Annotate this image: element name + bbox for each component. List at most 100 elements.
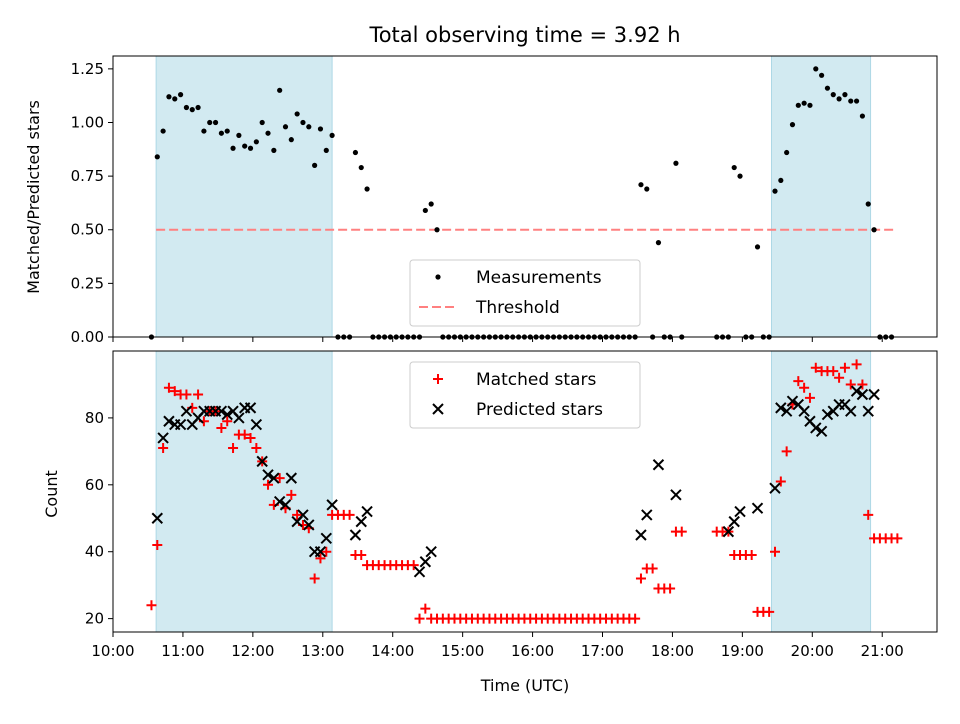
- series-matched-stars: [146, 359, 903, 624]
- data-point: [233, 412, 245, 424]
- data-point: [364, 186, 370, 192]
- data-point: [154, 154, 160, 160]
- data-point: [830, 92, 836, 98]
- data-point: [859, 113, 866, 119]
- data-point: [784, 149, 790, 156]
- bottom-panel: 20 40 60 80 10:00 11:00 12:00 13:00 14:00 15:00 16…: [85, 350, 938, 660]
- data-point: [158, 443, 169, 454]
- data-point: [731, 164, 737, 171]
- data-point: [201, 128, 207, 134]
- data-point: [754, 244, 761, 250]
- data-point: [676, 526, 687, 537]
- data-point: [181, 389, 192, 400]
- data-point: [850, 385, 863, 397]
- x-tick-label: 11:00: [161, 642, 204, 660]
- top-y-axis-label: Matched/Predicted stars: [24, 100, 43, 294]
- data-point: [263, 479, 274, 490]
- data-point: [329, 132, 335, 138]
- data-point: [673, 160, 679, 166]
- data-point: [845, 405, 857, 417]
- data-point: [277, 87, 283, 93]
- data-point: [230, 145, 236, 151]
- data-point: [216, 422, 227, 433]
- data-point: [312, 162, 318, 168]
- data-point: [819, 72, 825, 78]
- axes-frame: [112, 350, 938, 633]
- data-point: [728, 515, 740, 528]
- data-point: [655, 240, 662, 246]
- data-point: [786, 395, 799, 407]
- legend-box: [409, 361, 641, 429]
- data-point: [828, 366, 839, 377]
- chart-title: Total observing time = 3.92 h: [368, 23, 680, 47]
- data-point: [352, 149, 359, 156]
- x-tick-label: 18:00: [651, 642, 694, 660]
- data-point: [813, 66, 819, 72]
- legend: Matched stars Predicted stars: [409, 361, 641, 429]
- data-point: [848, 98, 854, 104]
- data-point: [781, 446, 792, 457]
- data-point: [361, 505, 373, 518]
- x-tick-label: 17:00: [581, 642, 624, 660]
- data-point: [775, 476, 786, 487]
- data-point: [146, 600, 157, 611]
- data-point: [221, 408, 233, 421]
- data-point: [845, 379, 856, 390]
- data-point: [244, 402, 257, 414]
- data-point: [857, 379, 868, 390]
- data-point: [151, 512, 163, 524]
- data-point: [641, 509, 653, 521]
- data-point: [810, 362, 821, 373]
- data-point: [236, 132, 242, 138]
- data-point: [863, 509, 874, 520]
- bottom-y-axis-label: Count: [42, 470, 61, 518]
- data-point: [801, 100, 807, 106]
- data-point: [851, 359, 862, 370]
- x-tick-label: 20:00: [791, 642, 834, 660]
- y-tick-label: 20: [85, 610, 104, 628]
- data-point: [321, 546, 332, 557]
- data-point: [842, 92, 848, 98]
- data-point: [635, 573, 646, 584]
- data-point: [780, 405, 793, 417]
- data-point: [309, 573, 320, 584]
- data-point: [836, 96, 842, 102]
- data-point: [152, 540, 163, 551]
- legend: Measurements Threshold: [409, 259, 641, 327]
- data-point: [265, 130, 271, 136]
- x-tick-label: 19:00: [721, 642, 764, 660]
- data-point: [434, 227, 440, 233]
- data-point: [193, 389, 204, 400]
- data-point: [344, 509, 355, 520]
- data-point: [630, 613, 641, 624]
- shaded-band: [156, 56, 333, 337]
- data-point: [180, 405, 193, 417]
- data-point: [751, 502, 764, 514]
- y-tick-label: 60: [85, 476, 104, 494]
- data-point: [862, 405, 874, 417]
- x-axis-label: Time (UTC): [480, 676, 569, 695]
- data-point: [413, 566, 426, 578]
- data-point: [300, 119, 306, 126]
- data-point: [271, 147, 277, 153]
- data-point: [268, 472, 280, 484]
- data-point: [292, 509, 303, 520]
- data-point: [810, 422, 822, 434]
- data-point: [288, 137, 294, 143]
- data-point: [247, 145, 254, 151]
- data-point: [856, 388, 869, 401]
- data-point: [789, 122, 796, 128]
- data-point: [737, 173, 743, 179]
- data-point: [638, 182, 644, 188]
- data-point: [256, 455, 268, 468]
- shaded-band: [156, 351, 333, 632]
- data-point: [314, 546, 327, 558]
- data-point: [795, 102, 801, 108]
- data-point: [218, 130, 224, 136]
- data-point: [775, 402, 787, 414]
- data-point: [177, 92, 184, 98]
- y-tick-label: 0.50: [71, 221, 104, 239]
- legend-marker: [435, 274, 441, 280]
- data-point: [734, 505, 746, 518]
- legend-box: [409, 259, 641, 327]
